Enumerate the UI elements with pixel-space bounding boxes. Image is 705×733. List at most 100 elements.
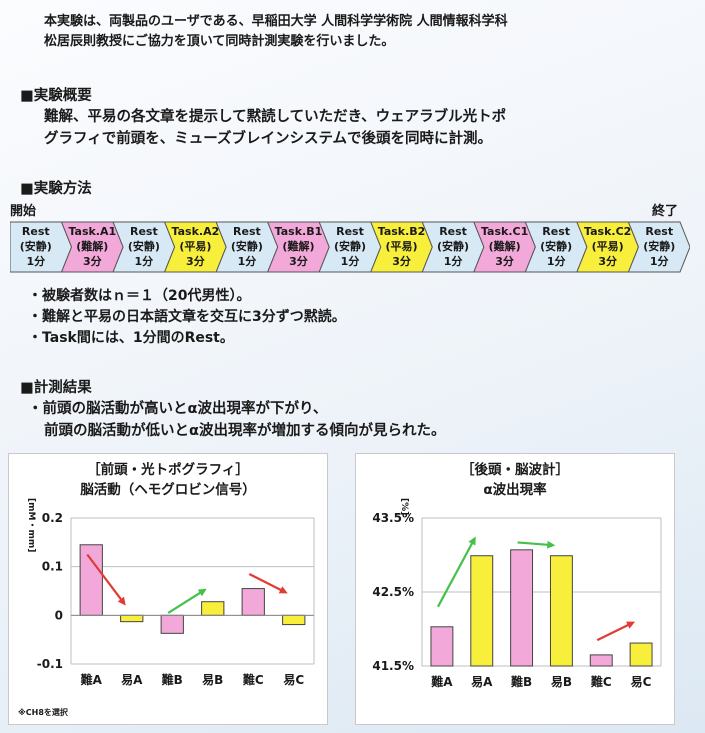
- timeline-step-7: Rest(安静)1分: [318, 221, 382, 273]
- timeline-step-name: Task.A1: [68, 225, 116, 238]
- timeline-step-condition: (安静): [334, 239, 366, 253]
- timeline-step-condition: (安静): [643, 239, 675, 253]
- timeline-step-condition: (平易): [592, 240, 624, 253]
- timeline-step-name: Task.A2: [172, 225, 220, 238]
- experiment-timeline: Rest(安静)1分Task.A1(難解)3分Rest(安静)1分Task.A2…: [10, 221, 690, 273]
- trend-arrow-head: [197, 588, 207, 597]
- timeline-step-condition: (安静): [231, 239, 263, 253]
- timeline-step-duration: 1分: [341, 254, 360, 268]
- bar-2: [470, 555, 494, 667]
- timeline-step-1: Rest(安静)1分: [10, 221, 73, 273]
- bullet-rest: ・Task間には、1分間のRest。: [28, 330, 234, 346]
- x-category-label: 易C: [631, 675, 652, 689]
- timeline-end-label: 終了: [652, 204, 679, 219]
- occipital-chart-panel: ［後頭・脳波計］ α波出現率 [%] 43.5% 42.5% 41.5% 難A 易A 難B 易B 難…: [355, 453, 675, 725]
- bullet-subjects: ・被験者数はｎ＝１（20代男性）。: [28, 288, 251, 304]
- y-tick-label: 41.5%: [372, 659, 414, 673]
- timeline-step-name: Task.C2: [584, 225, 631, 238]
- y-tick-label: 43.5%: [372, 511, 414, 525]
- y-tick-label: 0: [55, 608, 63, 622]
- frontal-bar-chart: ［前頭・光トポグラフィ］ 脳活動（ヘモグロビン信号） [mM・mm] 0.2 0.1 0 -…: [26, 461, 315, 687]
- timeline-step-duration: 1分: [135, 254, 154, 268]
- method-heading: ■実験方法: [20, 181, 92, 197]
- bar-3: [510, 549, 534, 667]
- trend-arrow-3: [248, 572, 283, 592]
- timeline-step-name: Rest: [439, 225, 467, 238]
- chart-subtitle: α波出現率: [483, 481, 547, 498]
- overview-text: 難解、平易の各文章を提示して黙読していただき、ウェアラブル光トポ グラフィで前頭…: [44, 106, 684, 150]
- timeline-step-duration: 1分: [26, 254, 45, 268]
- x-category-label: 易C: [283, 673, 304, 687]
- x-category-label: 易A: [121, 673, 143, 687]
- trend-arrow-1: [86, 553, 124, 602]
- timeline-step-condition: (安静): [128, 239, 160, 253]
- timeline-step-name: Task.B1: [275, 225, 323, 238]
- timeline-step-duration: 3分: [289, 254, 308, 268]
- frontal-chart-panel: ［前頭・光トポグラフィ］ 脳活動（ヘモグロビン信号） [mM・mm] 0.2 0.1 0 -…: [8, 453, 328, 725]
- timeline-step-name: Rest: [130, 225, 158, 238]
- timeline-step-12: Task.C2 (平易)3分: [576, 221, 640, 273]
- timeline-step-5: Rest(安静)1分: [215, 221, 279, 273]
- intro-paragraph: 本実験は、両製品のユーザである、早稲田大学 人間科学学術院 人間情報科学科 松居…: [44, 12, 684, 52]
- timeline-step-duration: 3分: [598, 254, 617, 268]
- bar-5: [241, 588, 265, 616]
- x-category-label: 易B: [551, 675, 572, 689]
- timeline-step-condition: (平易): [386, 240, 418, 253]
- trend-arrow-head: [468, 536, 476, 546]
- method-bullets: ・被験者数はｎ＝１（20代男性）。 ・難解と平易の日本語文章を交互に3分ずつ黙読…: [28, 286, 688, 349]
- timeline-step-11: Rest(安静)1分: [524, 221, 588, 273]
- timeline-step-duration: 1分: [650, 254, 669, 268]
- timeline-step-condition: (安静): [20, 239, 52, 253]
- x-category-label: 難A: [81, 672, 103, 687]
- timeline-step-duration: 1分: [238, 254, 257, 268]
- intro-line-1: 本実験は、両製品のユーザである、早稲田大学 人間科学学術院 人間情報科学科: [44, 14, 508, 29]
- results-heading: ■計測結果: [20, 380, 92, 396]
- timeline-step-3: Rest(安静)1分: [112, 221, 176, 273]
- bullet-reading: ・難解と平易の日本語文章を交互に3分ずつ黙読。: [28, 309, 346, 325]
- x-category-label: 難B: [511, 674, 532, 689]
- timeline-step-name: Rest: [336, 225, 364, 238]
- trend-arrow-head: [626, 621, 636, 629]
- x-category-label: 難C: [243, 672, 264, 687]
- timeline-step-name: Rest: [542, 225, 570, 238]
- timeline-step-name: Rest: [22, 225, 50, 238]
- trend-arrow-1: [436, 541, 474, 608]
- x-category-label: 難C: [591, 674, 612, 689]
- bar-2: [120, 614, 144, 623]
- trend-arrow-head: [278, 586, 288, 594]
- occipital-bar-chart: ［後頭・脳波計］ α波出現率 [%]43.5% 42.5% 41.5% 難A 易A 難B 易B 難…: [372, 461, 662, 689]
- bar-1: [430, 626, 454, 667]
- timeline-step-duration: 1分: [444, 254, 463, 268]
- x-category-label: 難A: [431, 674, 453, 689]
- y-tick-label: 42.5%: [372, 585, 414, 599]
- x-category-label: 易B: [202, 673, 223, 687]
- timeline-step-condition: (平易): [179, 240, 211, 253]
- results-line-1: ・前頭の脳活動が高いとα波出現率が下がり、: [28, 401, 328, 417]
- bar-6: [282, 614, 306, 626]
- bar-4: [201, 601, 225, 616]
- results-line-2: 前頭の脳活動が低いとα波出現率が増加する傾向が見られた。: [44, 423, 446, 439]
- timeline-step-duration: 1分: [547, 254, 566, 268]
- trend-arrow-head: [547, 540, 556, 549]
- timeline-step-condition: (難解): [282, 239, 314, 253]
- x-category-label: 難B: [162, 672, 183, 687]
- timeline-step-condition: (難解): [489, 239, 521, 253]
- timeline-step-name: Task.C1: [481, 225, 528, 238]
- bar-5: [589, 654, 613, 667]
- timeline-step-condition: (安静): [437, 239, 469, 253]
- y-axis-unit-label: [mM・mm]: [26, 498, 36, 552]
- overview-heading: ■実験概要: [20, 88, 92, 104]
- chart-title: ［後頭・脳波計］: [461, 461, 569, 478]
- results-text: ・前頭の脳活動が高いとα波出現率が下がり、 前頭の脳活動が低いとα波出現率が増加…: [28, 398, 668, 442]
- timeline-step-4: Task.A2 (平易)3分: [163, 221, 227, 273]
- timeline-step-9: Rest(安静)1分: [421, 221, 485, 273]
- y-axis-unit-label: [%]: [399, 498, 409, 515]
- bar-6: [629, 642, 653, 667]
- trend-arrow-3: [596, 623, 631, 642]
- timeline-step-shape: [627, 221, 690, 273]
- channel-note: ※CH8を選択: [18, 708, 68, 717]
- bar-3: [160, 614, 184, 634]
- bar-1: [79, 544, 103, 616]
- timeline-step-name: Rest: [645, 225, 673, 238]
- chart-title: ［前頭・光トポグラフィ］: [87, 461, 249, 478]
